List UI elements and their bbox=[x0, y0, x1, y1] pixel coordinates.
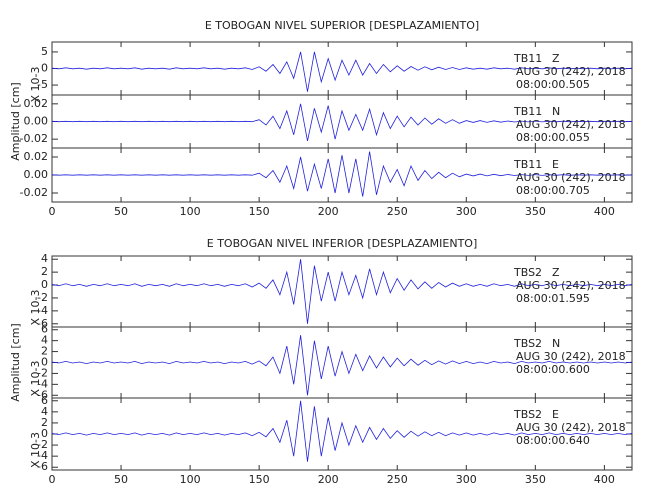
x-tick-label: 350 bbox=[525, 205, 546, 218]
y-tick-label: -2 bbox=[37, 366, 48, 379]
x-tick-label: 300 bbox=[456, 205, 477, 218]
y-tick-label: -4 bbox=[37, 304, 48, 317]
scale-label: X 10-3 bbox=[29, 361, 42, 397]
x-tick-label: 100 bbox=[180, 473, 201, 486]
y-tick-label: 4 bbox=[41, 252, 48, 265]
x-tick-label: 0 bbox=[49, 205, 56, 218]
time-label: 08:00:00.640 bbox=[516, 434, 590, 447]
x-tick-label: 250 bbox=[387, 473, 408, 486]
trace bbox=[51, 151, 633, 197]
y-axis-label: Amplitud [cm] bbox=[9, 82, 22, 160]
trace bbox=[51, 400, 633, 462]
y-tick-label: 5 bbox=[41, 45, 48, 58]
scale-label: X 10-3 bbox=[29, 432, 42, 468]
component-label: E bbox=[552, 158, 559, 171]
y-tick-label: -6 bbox=[37, 317, 48, 330]
y-tick-label: 4 bbox=[41, 334, 48, 347]
y-tick-label: -4 bbox=[37, 449, 48, 462]
y-tick-label: 6 bbox=[41, 394, 48, 407]
y-tick-label: -6 bbox=[37, 460, 48, 473]
trace bbox=[51, 103, 633, 141]
y-tick-label: 0 bbox=[41, 278, 48, 291]
x-tick-label: 0 bbox=[49, 473, 56, 486]
y-tick-label: 2 bbox=[41, 345, 48, 358]
y-tick-label: -2 bbox=[37, 291, 48, 304]
date-label: AUG 30 (242), 2018 bbox=[516, 65, 626, 78]
y-tick-label: 2 bbox=[41, 265, 48, 278]
y-tick-label: 0.02 bbox=[24, 97, 49, 110]
y-tick-label: 0 bbox=[41, 427, 48, 440]
x-tick-label: 100 bbox=[180, 205, 201, 218]
y-tick-label: -4 bbox=[37, 377, 48, 390]
trace bbox=[51, 51, 633, 92]
y-tick-label: 0.02 bbox=[24, 150, 49, 163]
y-tick-label: 4 bbox=[41, 405, 48, 418]
time-label: 08:00:00.600 bbox=[516, 363, 590, 376]
y-tick-label: -6 bbox=[37, 388, 48, 401]
x-tick-label: 350 bbox=[525, 473, 546, 486]
x-tick-label: 200 bbox=[318, 205, 339, 218]
date-label: AUG 30 (242), 2018 bbox=[516, 421, 626, 434]
component-label: Z bbox=[552, 52, 560, 65]
chart-title: E TOBOGAN NIVEL SUPERIOR [DESPLAZAMIENTO… bbox=[205, 19, 479, 32]
x-tick-label: 400 bbox=[594, 473, 615, 486]
x-tick-label: 250 bbox=[387, 205, 408, 218]
date-label: AUG 30 (242), 2018 bbox=[516, 171, 626, 184]
component-label: Z bbox=[552, 266, 560, 279]
y-tick-label: 0.00 bbox=[24, 168, 49, 181]
scale-label: X 10-3 bbox=[29, 290, 42, 326]
y-tick-label: -0.02 bbox=[20, 186, 48, 199]
time-label: 08:00:00.505 bbox=[516, 78, 590, 91]
y-tick-label: 0 bbox=[41, 356, 48, 369]
y-tick-label: 2 bbox=[41, 416, 48, 429]
station-label: TB11 bbox=[513, 158, 542, 171]
trace bbox=[51, 259, 633, 324]
y-tick-label: -5 bbox=[37, 78, 48, 91]
x-tick-label: 150 bbox=[249, 473, 270, 486]
y-axis-label: Amplitud [cm] bbox=[9, 323, 22, 401]
chart-title: E TOBOGAN NIVEL INFERIOR [DESPLAZAMIENTO… bbox=[207, 237, 478, 250]
component-label: N bbox=[552, 337, 560, 350]
component-label: E bbox=[552, 408, 559, 421]
date-label: AUG 30 (242), 2018 bbox=[516, 118, 626, 131]
date-label: AUG 30 (242), 2018 bbox=[516, 350, 626, 363]
x-tick-label: 300 bbox=[456, 473, 477, 486]
scale-label: X 10-3 bbox=[29, 67, 42, 103]
trace bbox=[51, 335, 633, 396]
y-tick-label: -0.02 bbox=[20, 132, 48, 145]
station-label: TBS2 bbox=[513, 337, 542, 350]
time-label: 08:00:00.055 bbox=[516, 131, 590, 144]
station-label: TBS2 bbox=[513, 408, 542, 421]
x-tick-label: 400 bbox=[594, 205, 615, 218]
station-label: TBS2 bbox=[513, 266, 542, 279]
x-tick-label: 50 bbox=[114, 473, 128, 486]
y-tick-label: 6 bbox=[41, 323, 48, 336]
x-tick-label: 50 bbox=[114, 205, 128, 218]
y-tick-label: -2 bbox=[37, 438, 48, 451]
component-label: N bbox=[552, 105, 560, 118]
station-label: TB11 bbox=[513, 105, 542, 118]
station-label: TB11 bbox=[513, 52, 542, 65]
x-tick-label: 150 bbox=[249, 205, 270, 218]
time-label: 08:00:00.705 bbox=[516, 184, 590, 197]
y-tick-label: 0.00 bbox=[24, 115, 49, 128]
y-tick-label: 0 bbox=[41, 62, 48, 75]
date-label: AUG 30 (242), 2018 bbox=[516, 279, 626, 292]
time-label: 08:00:01.595 bbox=[516, 292, 590, 305]
x-tick-label: 200 bbox=[318, 473, 339, 486]
